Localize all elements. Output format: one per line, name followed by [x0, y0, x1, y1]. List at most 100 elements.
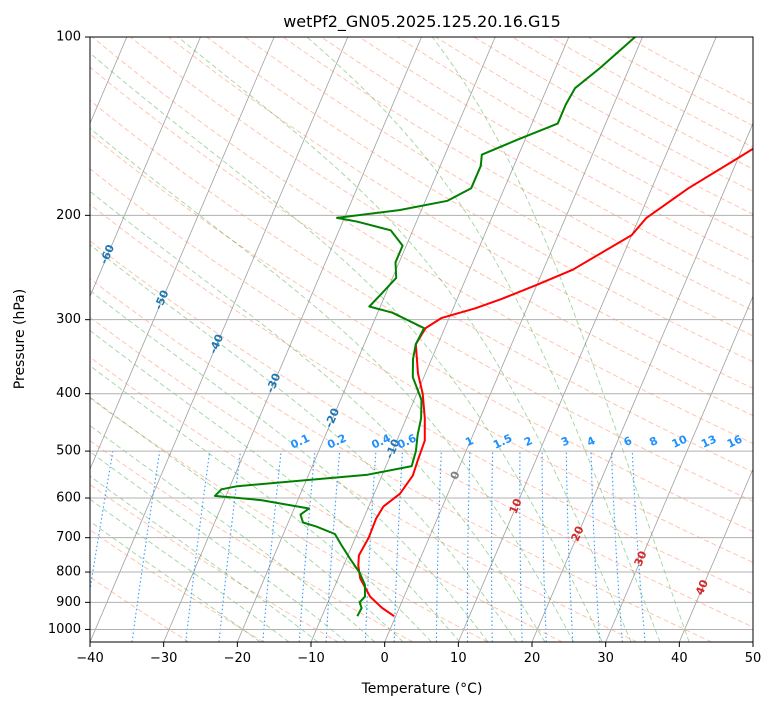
isotherm-line: [90, 37, 201, 298]
dry-adiabat-line: [90, 168, 753, 563]
dry-adiabat-line: [90, 356, 563, 642]
y-axis-label: Pressure (hPa): [12, 289, 28, 389]
y-tick-label: 700: [56, 530, 81, 545]
isotherm-line: [531, 122, 753, 642]
mixing-ratio-label: 16: [725, 432, 745, 450]
moist-adiabat-line: [431, 37, 690, 642]
mixing-ratio-line: [262, 451, 282, 642]
isotherm-line: [678, 468, 753, 642]
background-lines: [90, 37, 753, 642]
dry-adiabat-line: [90, 529, 264, 642]
mixing-ratio-line: [565, 451, 574, 642]
moist-adiabat-line: [90, 244, 517, 642]
mixing-ratio-label: 8: [647, 434, 659, 449]
isotherm-label: 30: [632, 549, 650, 568]
isotherm-label: 10: [507, 496, 525, 515]
x-axis-label: Temperature (°C): [361, 681, 483, 697]
isotherm-label: 0: [448, 469, 463, 481]
isotherm-label: 40: [693, 577, 711, 596]
x-tick-label: 20: [524, 651, 541, 666]
line-labels: -100-90-80-70-60-50-40-30-20-10010203040…: [0, 142, 771, 597]
dry-adiabat-line: [90, 576, 190, 642]
y-axis: 100 200 300 400 500 600 700 800 900 1000: [48, 30, 90, 637]
mixing-ratio-line: [610, 451, 623, 642]
moist-adiabat-line: [90, 475, 319, 642]
y-tick-label: 900: [56, 595, 81, 610]
mixing-ratio-line: [218, 451, 242, 642]
x-tick-label: 40: [671, 651, 688, 666]
moist-adiabat-line: [90, 365, 432, 642]
mixing-ratio-line: [364, 451, 377, 642]
mixing-ratio-line: [631, 451, 646, 642]
x-tick-label: 50: [745, 651, 762, 666]
x-tick-label: −40: [76, 651, 103, 666]
dewpoint-profile-line: [213, 37, 637, 617]
moist-adiabat-line: [90, 127, 574, 642]
mixing-ratio-label: 20: [751, 432, 771, 450]
isotherm-line: [163, 37, 422, 642]
mixing-ratio-line: [590, 451, 601, 642]
dry-adiabat-line: [90, 483, 339, 642]
x-axis: −40 −30 −20 −10 0 10 20 30 40 50: [76, 642, 761, 666]
mixing-ratio-label: 0.2: [325, 432, 348, 452]
y-tick-label: 400: [56, 386, 81, 401]
dry-adiabat-line: [90, 440, 414, 642]
isotherm-line: [457, 37, 717, 642]
moist-adiabat-line: [90, 451, 347, 642]
dry-adiabat-line: [359, 37, 753, 262]
isotherm-line: [605, 295, 753, 642]
y-tick-label: 100: [56, 30, 81, 45]
mixing-ratio-line: [298, 451, 316, 642]
plot-frame: [89, 36, 754, 643]
isotherm-label: -60: [97, 242, 117, 266]
isotherm-label: -80: [0, 142, 13, 166]
x-tick-label: 30: [597, 651, 614, 666]
dry-adiabat-line: [168, 37, 753, 389]
mixing-ratio-line: [131, 451, 161, 642]
isotherm-line: [90, 37, 349, 642]
moist-adiabat-line: [90, 425, 376, 642]
isotherm-line: [90, 37, 275, 471]
mixing-ratio-line: [490, 451, 494, 642]
dry-adiabat-line: [90, 133, 753, 532]
moist-adiabat-line: [90, 498, 290, 642]
moist-adiabat-line: [177, 37, 632, 642]
moist-adiabat-line: [90, 330, 461, 642]
mixing-ratio-label: 4: [585, 434, 598, 449]
temperature-profile-line: [357, 147, 753, 618]
mixing-ratio-label: 2: [522, 434, 534, 449]
mixing-ratio-label: 13: [699, 433, 718, 451]
isotherm-label: -50: [152, 288, 172, 312]
dry-adiabat-line: [473, 37, 753, 192]
mixing-ratio-line: [90, 451, 114, 594]
x-tick-label: −30: [150, 651, 177, 666]
dry-adiabat-line: [90, 99, 753, 502]
series-layer: [213, 37, 753, 618]
isotherm-line: [752, 640, 753, 642]
mixing-ratio-line: [466, 451, 471, 642]
dry-adiabat-line: [90, 397, 488, 642]
isotherm-label: 20: [569, 524, 587, 543]
dry-adiabat-line: [90, 240, 753, 628]
x-tick-label: 0: [381, 651, 389, 666]
mixing-ratio-label: 6: [622, 434, 635, 449]
mixing-ratio-label: 1: [463, 434, 475, 449]
moist-adiabat-line: [90, 396, 404, 642]
y-tick-label: 600: [56, 491, 81, 506]
moist-adiabat-line: [90, 190, 546, 642]
dry-adiabat-line: [90, 316, 638, 642]
dry-adiabat-line: [588, 37, 753, 127]
y-tick-label: 500: [56, 444, 81, 459]
x-tick-label: −20: [224, 651, 251, 666]
y-tick-label: 300: [56, 312, 81, 327]
x-tick-label: −10: [297, 651, 324, 666]
mixing-ratio-line: [185, 451, 211, 642]
isotherm-line: [236, 37, 496, 642]
moist-adiabat-line: [90, 290, 489, 642]
dry-adiabat-line: [90, 203, 753, 595]
mixing-ratio-label: 0.1: [289, 432, 312, 452]
isotherm-line: [384, 37, 643, 642]
isotherm-label: -20: [322, 406, 342, 430]
moist-adiabat-line: [90, 52, 603, 642]
dry-adiabat-line: [90, 278, 712, 642]
